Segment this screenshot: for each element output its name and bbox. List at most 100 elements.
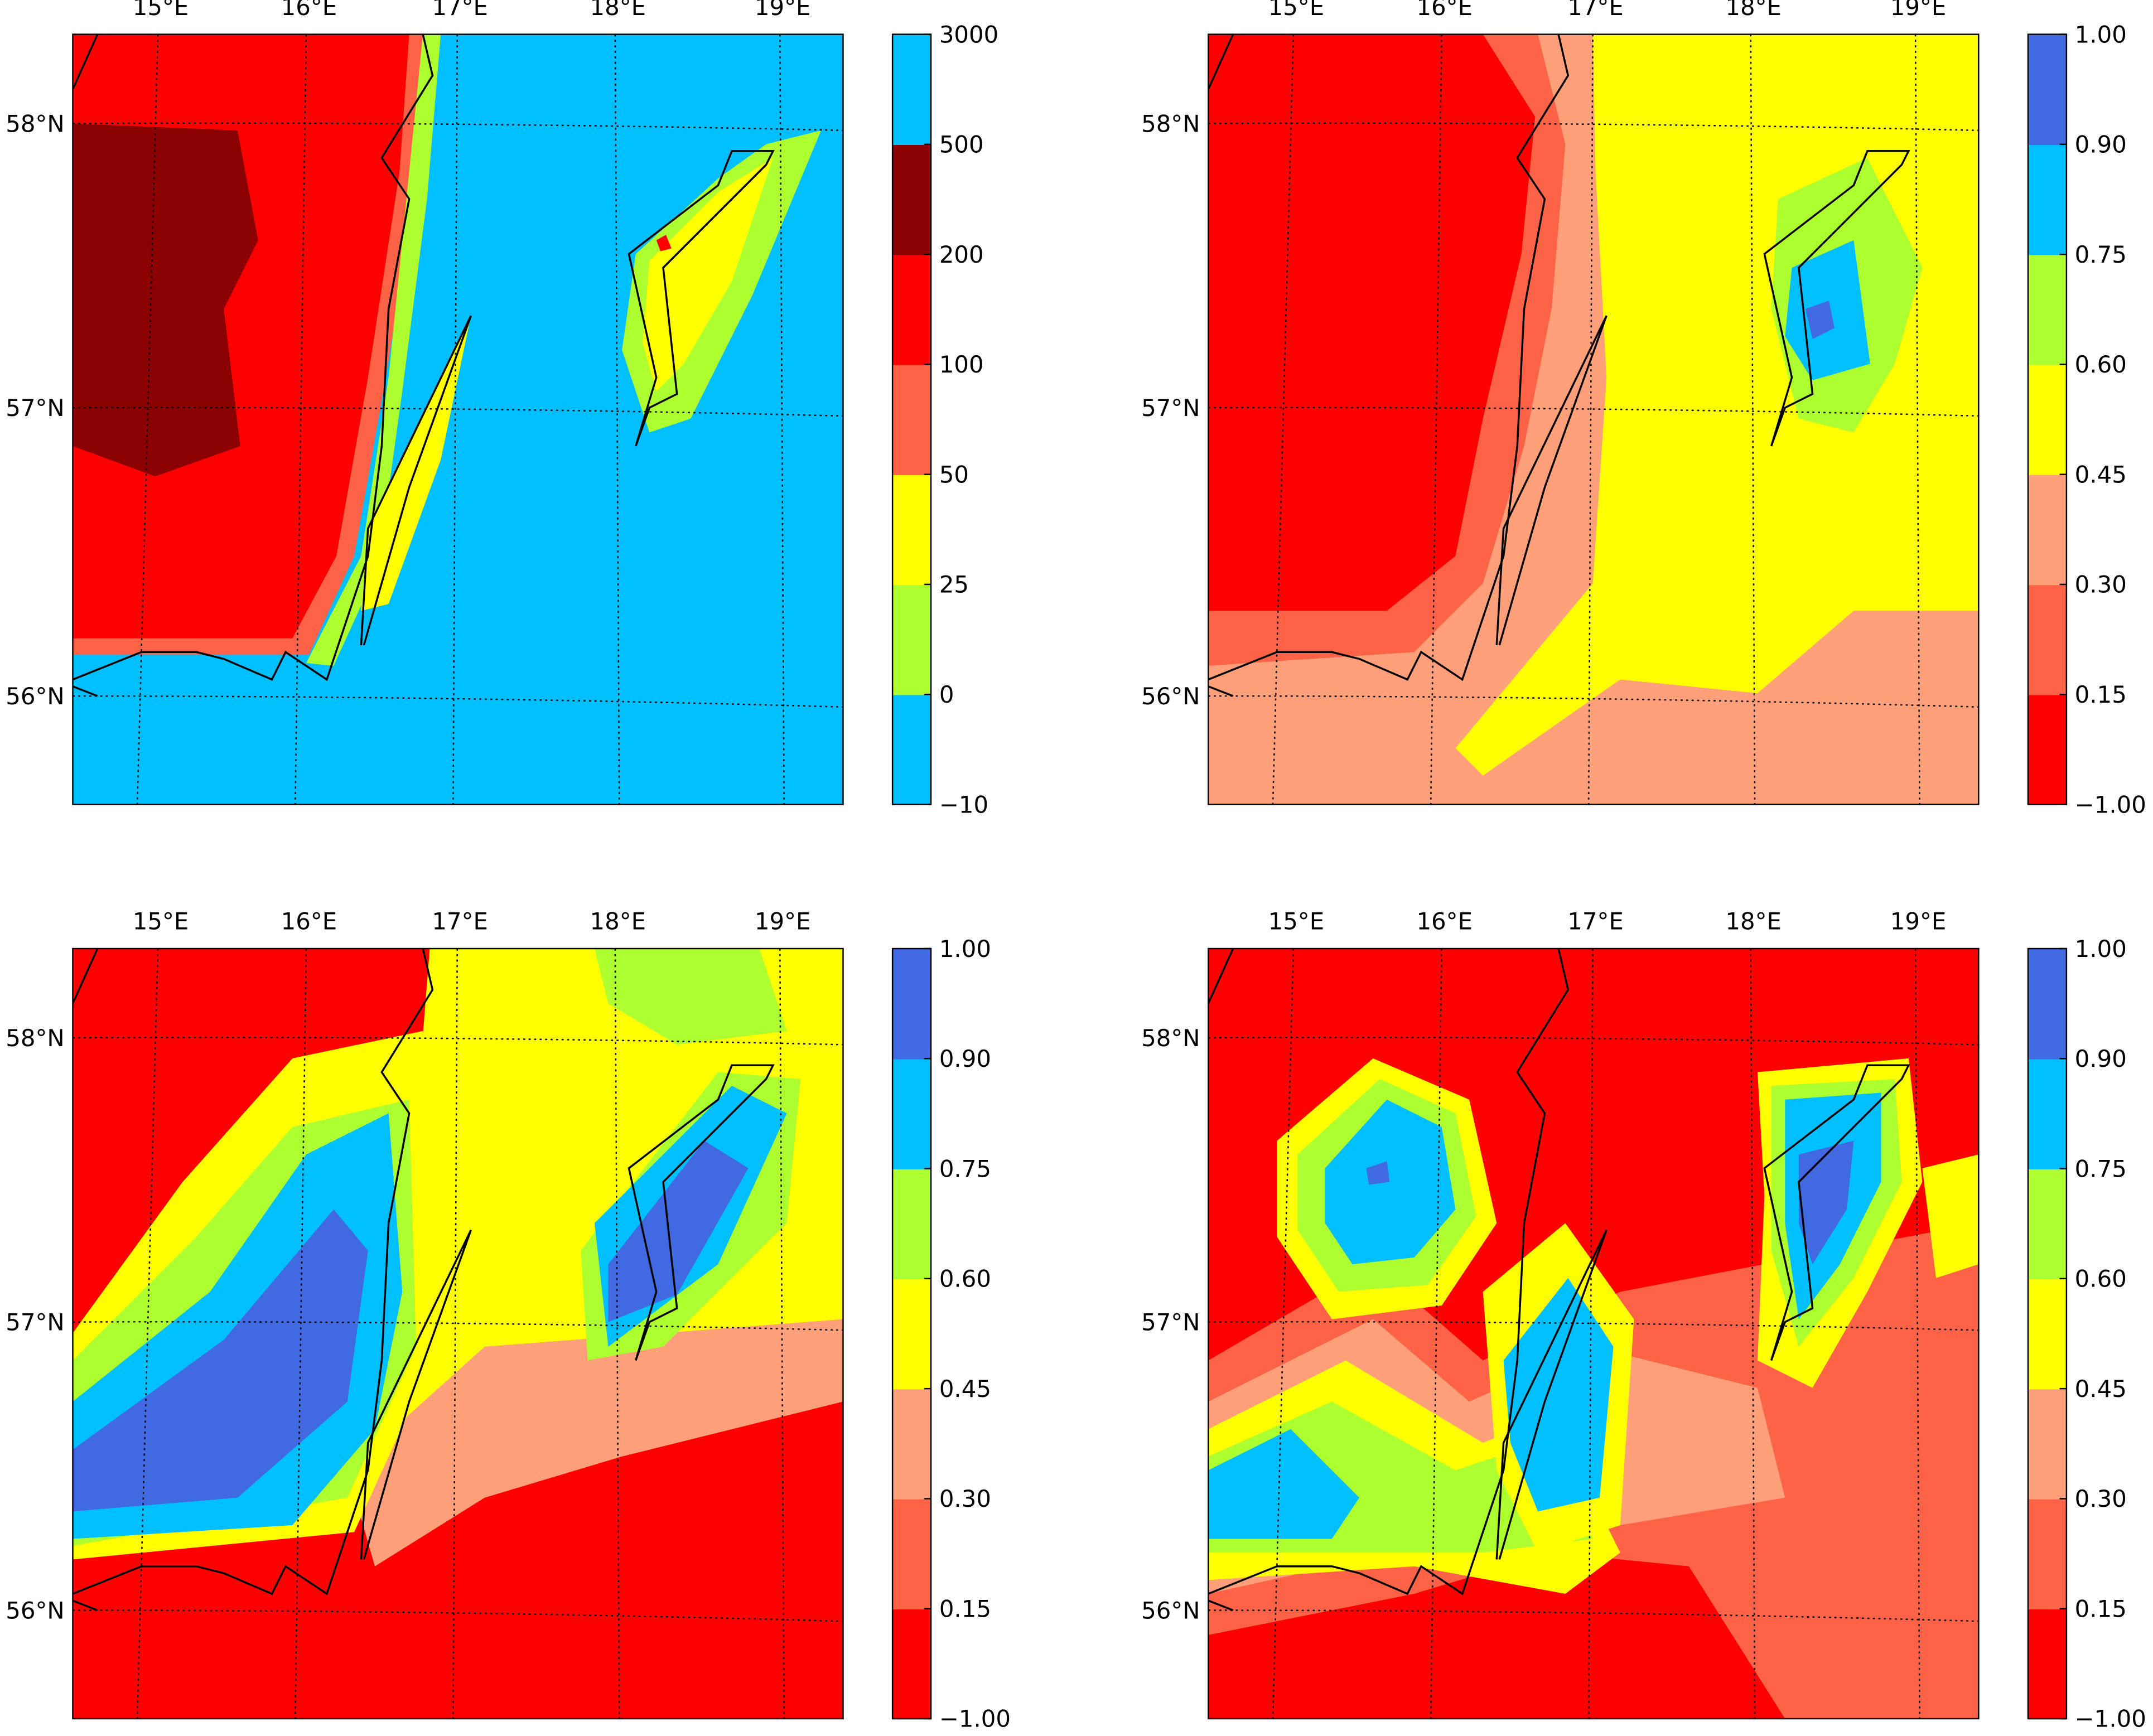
colorbar-band <box>2028 1389 2067 1500</box>
lon-label: 17°E <box>1567 908 1624 935</box>
colorbar-tick-label: 0.90 <box>2075 131 2127 158</box>
meridian <box>136 948 159 1719</box>
parallel <box>73 695 843 708</box>
map-area <box>1208 34 1979 805</box>
lat-label: 56°N <box>1141 683 1200 710</box>
meridian <box>1914 34 1920 805</box>
colorbar-band <box>892 474 931 586</box>
coastline <box>360 315 472 646</box>
lat-label: 57°N <box>6 1308 64 1336</box>
parallel <box>73 1321 843 1331</box>
coastline <box>1208 1599 1234 1612</box>
coastline <box>73 34 99 90</box>
meridian <box>1430 34 1443 805</box>
colorbar-tick-label: 0.75 <box>2075 1155 2127 1182</box>
colorbar-tick-label: −10 <box>939 791 988 818</box>
map-panel: 15°E 16°E 17°E 18°E 19°E 56°N 57°N 58°N −1.00 0.1… <box>1141 0 2146 818</box>
colorbar-tick-label: 1.00 <box>2075 935 2127 963</box>
contour-region <box>656 234 672 252</box>
colorbar-band <box>892 694 931 805</box>
parallel <box>73 407 843 417</box>
map-panel: 15°E 16°E 17°E 18°E 19°E 56°N 57°N 58°N −1.00 0.1… <box>6 908 1011 1733</box>
coastline <box>627 1064 775 1361</box>
lat-label: 57°N <box>6 394 64 422</box>
colorbar-band <box>2028 1168 2067 1280</box>
colorbar: −1.00 0.15 0.30 0.45 0.60 0.75 0.90 1.00 <box>891 935 1011 1733</box>
contour-region <box>608 1140 749 1322</box>
parallel <box>73 122 843 132</box>
contour-region <box>1366 1161 1390 1185</box>
meridian <box>1587 948 1594 1719</box>
lon-label: 17°E <box>1567 0 1624 21</box>
colorbar-tick-label: 50 <box>939 461 969 488</box>
map-panel: 15°E 16°E 17°E 18°E 19°E 56°N 57°N 58°N −1.00 0.1… <box>1141 908 2146 1733</box>
contour-region <box>306 34 441 666</box>
contour-region <box>73 1209 368 1512</box>
colorbar-tick-label: 0.90 <box>939 1045 991 1072</box>
map-area <box>73 34 843 805</box>
colorbar-tick-label: 0.15 <box>2075 1595 2127 1622</box>
colorbar-tick-label: 100 <box>939 351 984 378</box>
colorbar-frame <box>891 947 932 1720</box>
colorbar-tick-label: 25 <box>939 571 969 598</box>
contour-region <box>347 1319 843 1566</box>
contour-region <box>643 158 773 391</box>
coastline <box>360 1229 472 1560</box>
colorbar-band <box>2028 254 2067 365</box>
map-area <box>1208 948 1979 1719</box>
lat-label: 58°N <box>6 1024 64 1052</box>
meridian <box>614 948 620 1719</box>
coastline <box>73 34 434 681</box>
coastline <box>627 150 775 447</box>
meridian <box>1272 948 1295 1719</box>
colorbar-tick-label: 0.60 <box>939 1265 991 1293</box>
lon-label: 15°E <box>133 0 189 21</box>
coastline <box>1495 315 1607 646</box>
lat-label: 57°N <box>1141 1308 1200 1336</box>
lon-label: 19°E <box>1890 0 1947 21</box>
colorbar-band <box>2028 1608 2067 1720</box>
parallel <box>1208 695 1979 708</box>
colorbar-band <box>2028 1498 2067 1609</box>
colorbar-tick-label: 3000 <box>939 21 998 48</box>
colorbar-band <box>2028 34 2067 146</box>
colorbar-band <box>892 1058 931 1169</box>
lon-label: 15°E <box>1268 908 1325 935</box>
colorbar-band <box>892 1168 931 1280</box>
colorbar-band <box>892 1389 931 1500</box>
colorbar-tick-label: −1.00 <box>2075 1705 2146 1733</box>
coastline <box>1208 685 1234 697</box>
coastline <box>73 685 98 697</box>
lon-label: 16°E <box>1416 0 1473 21</box>
coastline <box>1763 150 1910 447</box>
colorbar-band <box>892 1608 931 1720</box>
colorbar-tick-label: 0.45 <box>2075 461 2127 488</box>
lon-label: 19°E <box>755 908 811 935</box>
meridian <box>1430 948 1443 1719</box>
colorbar-band <box>2028 364 2067 475</box>
colorbar-band <box>892 1498 931 1609</box>
lon-label: 17°E <box>432 0 488 21</box>
colorbar-band <box>892 364 931 475</box>
meridian <box>452 34 458 805</box>
map-frame <box>72 33 844 805</box>
colorbar-tick-label: 0.45 <box>2075 1375 2127 1403</box>
colorbar-tick-label: −1.00 <box>2075 791 2146 818</box>
meridian <box>295 34 307 805</box>
meridian <box>1587 34 1594 805</box>
colorbar-tick-label: 0.60 <box>2075 1265 2127 1293</box>
colorbar-band <box>892 144 931 255</box>
colorbar-tick-label: 500 <box>939 131 984 158</box>
meridian <box>295 948 307 1719</box>
parallel <box>1208 407 1979 417</box>
map-area <box>73 948 843 1719</box>
parallel <box>1208 122 1979 132</box>
lon-label: 16°E <box>281 0 337 21</box>
colorbar-band <box>892 254 931 365</box>
colorbar-tick-label: 0.15 <box>939 1595 991 1622</box>
colorbar: −1.00 0.15 0.30 0.45 0.60 0.75 0.90 1.00 <box>2027 21 2146 818</box>
meridian <box>779 948 785 1719</box>
colorbar-band <box>2028 1058 2067 1169</box>
colorbar-band <box>2028 584 2067 695</box>
map-frame <box>1208 947 1980 1720</box>
